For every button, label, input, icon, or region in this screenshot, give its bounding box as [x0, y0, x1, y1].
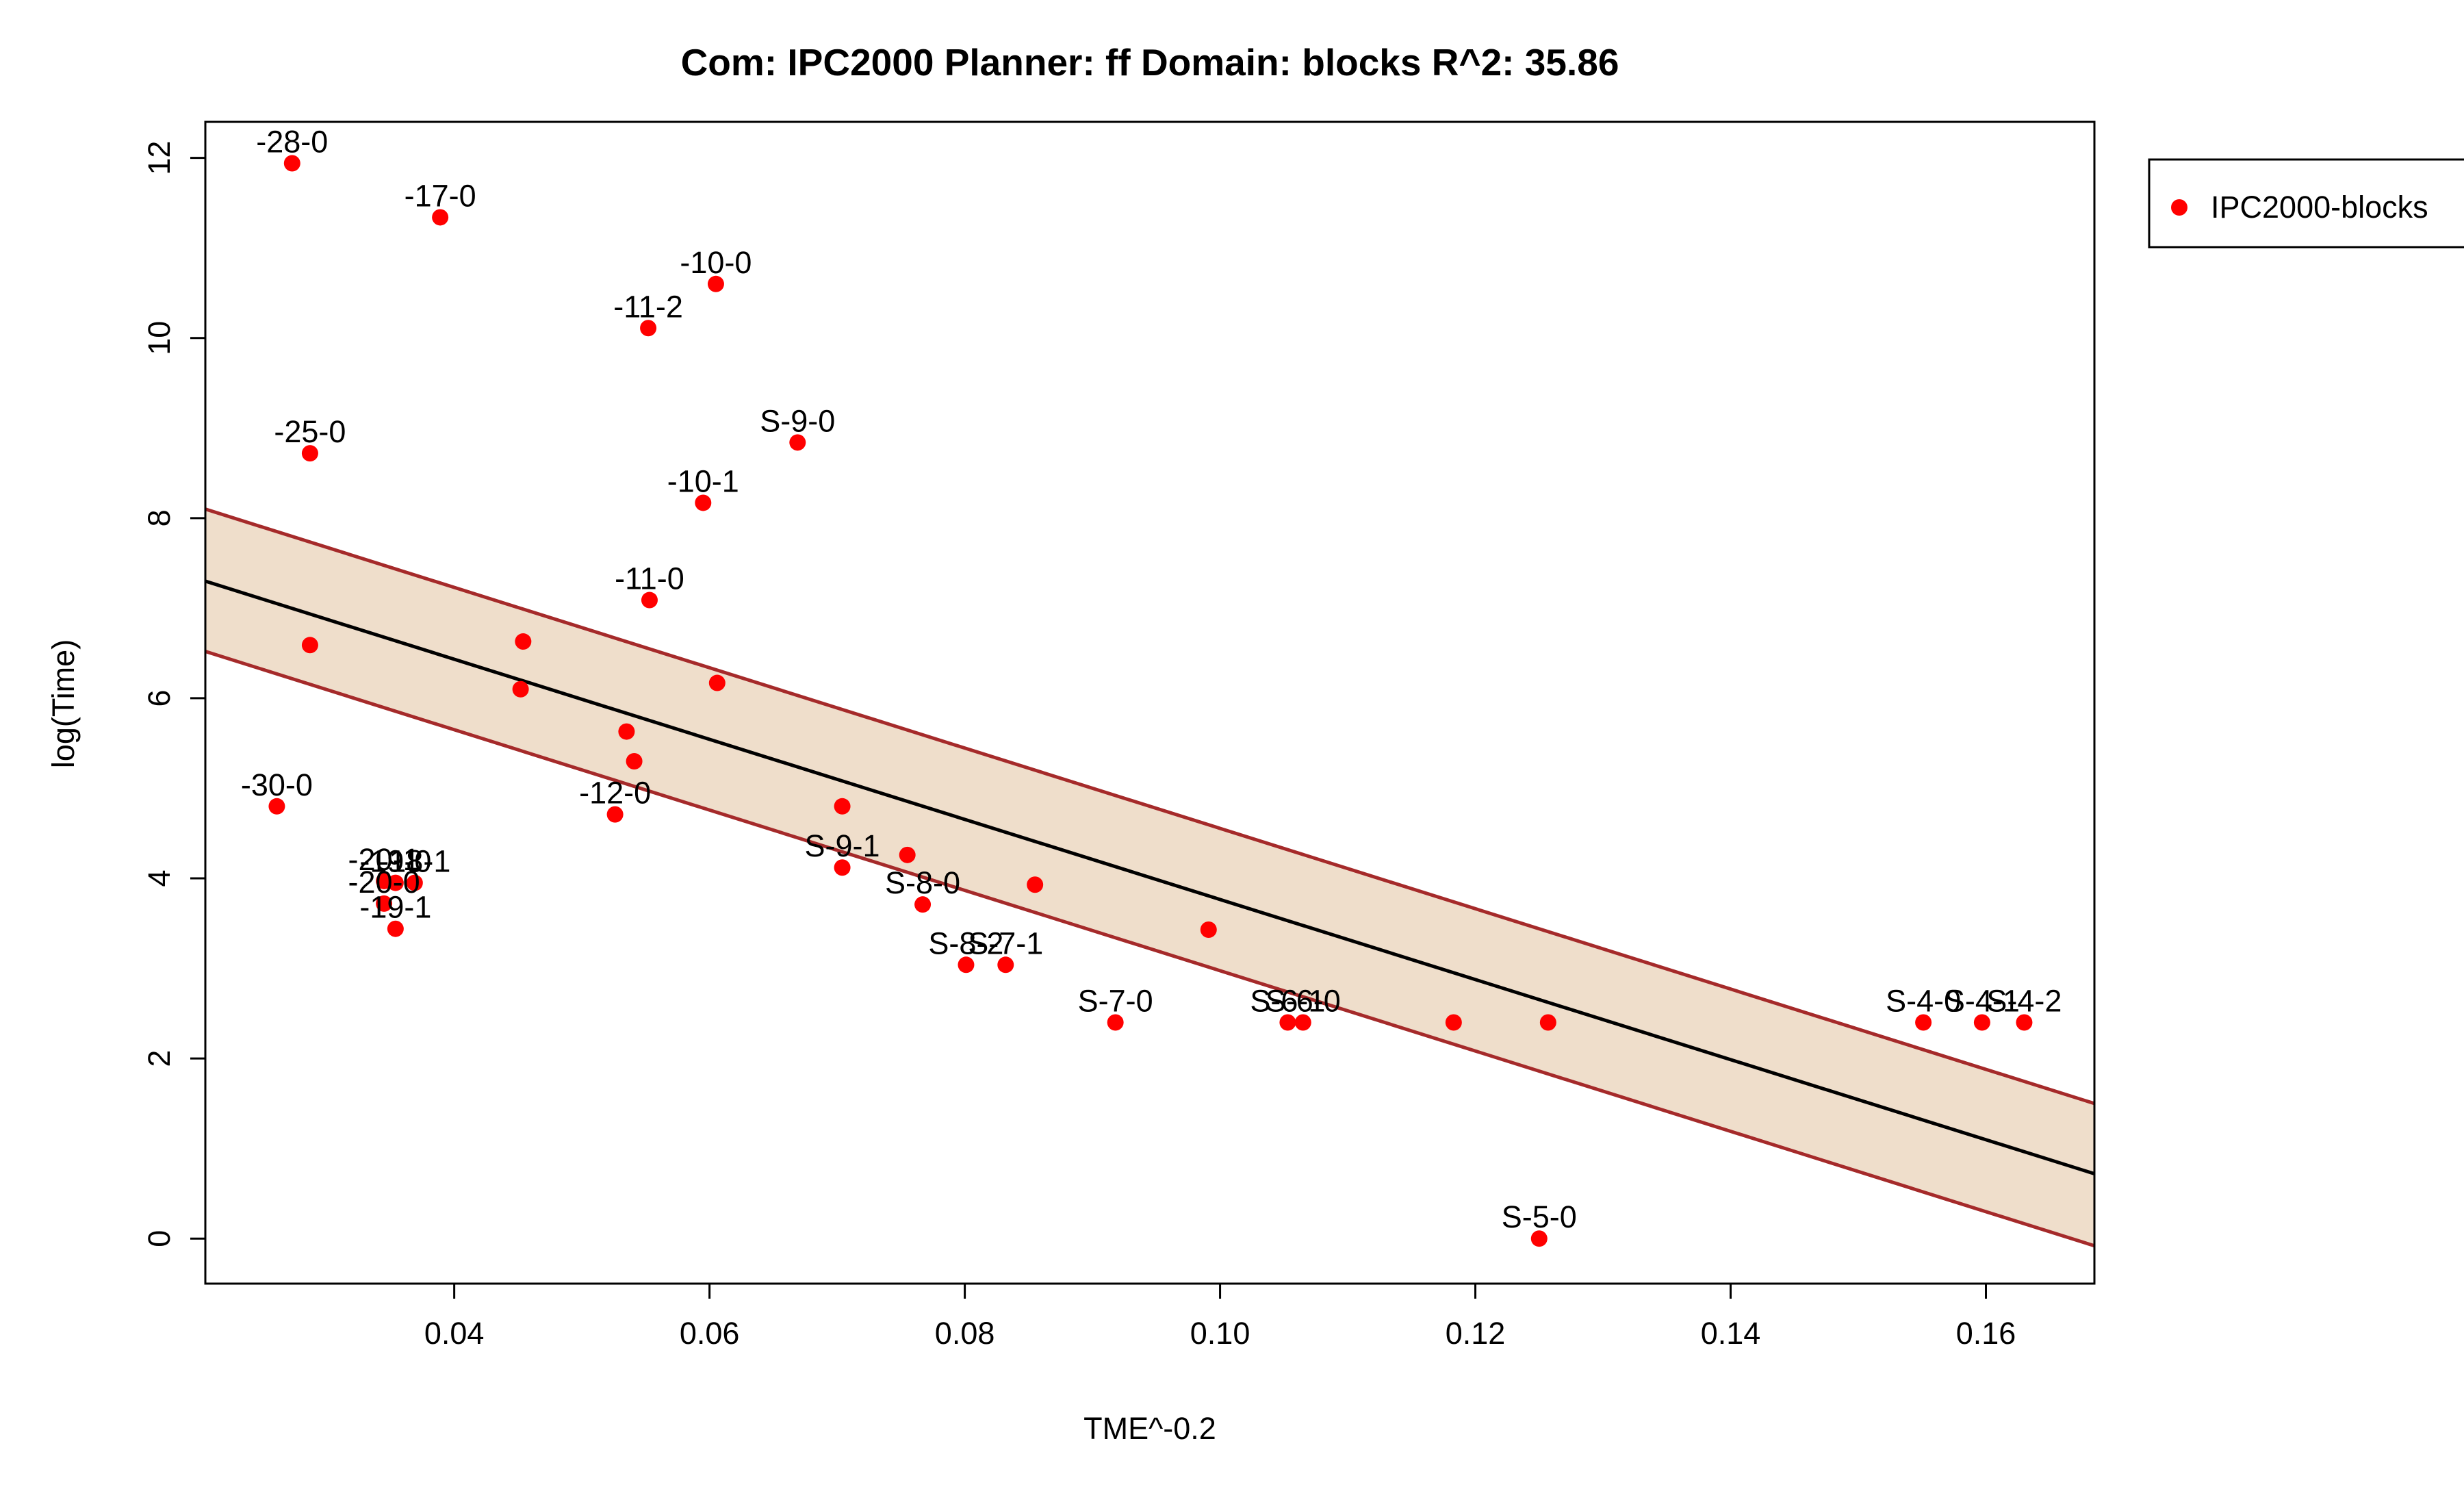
- data-point: [1200, 921, 1217, 939]
- point-label: S-9-0: [760, 403, 835, 438]
- legend: IPC2000-blocks: [2148, 158, 2464, 249]
- y-tick-label: 8: [142, 509, 177, 526]
- data-point: [1915, 1014, 1932, 1031]
- data-point: [301, 445, 318, 462]
- data-point: [1027, 876, 1044, 893]
- x-tick-label: 0.06: [680, 1316, 740, 1351]
- band-lower-line: [205, 650, 2095, 1248]
- x-tick-label: 0.08: [935, 1316, 995, 1351]
- data-point: [640, 320, 657, 337]
- data-point: [834, 859, 851, 876]
- point-label: S-4-1: [1945, 984, 2020, 1019]
- y-axis-label: log(Time): [46, 639, 81, 768]
- point-label: S-6-1: [1250, 984, 1325, 1019]
- y-tick-label: 12: [142, 141, 177, 175]
- data-point: [958, 956, 975, 973]
- point-label: S-6-0: [1266, 984, 1341, 1019]
- data-point: [899, 846, 916, 863]
- data-point: [301, 637, 318, 654]
- point-labels: -28-0 -17-0 -10-0 -11-2 -25-0 S-9-0 -10-1 -11-0…: [241, 125, 2062, 1235]
- data-point: [695, 494, 712, 511]
- fit-line: [205, 579, 2095, 1175]
- point-label: -19-0: [359, 844, 431, 879]
- data-point: [641, 591, 658, 609]
- point-label: S-7-1: [968, 926, 1043, 960]
- point-label: -17-0: [405, 178, 476, 213]
- x-tick-label: 0.04: [424, 1316, 485, 1351]
- axes: 0.04 0.06 0.08 0.10 0.12 0.14 0.16 0 2 4 6 8 10 12: [142, 120, 2096, 1351]
- data-point: [1445, 1014, 1462, 1031]
- point-label: -30-0: [241, 767, 313, 802]
- data-point: [1294, 1014, 1311, 1031]
- data-point: [707, 275, 724, 292]
- data-point: [1107, 1014, 1124, 1031]
- point-label: -11-0: [615, 561, 684, 596]
- legend-marker: [2171, 199, 2187, 216]
- data-point: [618, 723, 635, 740]
- y-tick-label: 4: [142, 870, 177, 887]
- point-label: S-8-2: [928, 926, 1003, 960]
- y-tick-label: 10: [142, 321, 177, 355]
- point-label: -12-0: [579, 776, 651, 811]
- data-point: [1530, 1230, 1548, 1247]
- data-point: [626, 753, 643, 770]
- point-label: -25-0: [274, 414, 346, 449]
- legend-box: [2148, 158, 2464, 249]
- data-point: [708, 674, 726, 691]
- data-point: [268, 798, 285, 815]
- data-point: [606, 806, 624, 823]
- data-point: [376, 895, 393, 912]
- point-label: -11-2: [613, 289, 683, 324]
- x-tick-label: 0.14: [1701, 1316, 1761, 1351]
- data-points: [268, 155, 2033, 1247]
- data-point: [515, 633, 532, 650]
- point-label: -20-1: [348, 842, 420, 877]
- point-label: S-4-0: [1886, 984, 1961, 1019]
- y-tick-label: 6: [142, 689, 177, 707]
- data-point: [914, 896, 932, 913]
- regression-line: [205, 579, 2095, 1175]
- data-point: [834, 798, 851, 815]
- legend-entry-label: IPC2000-blocks: [2211, 190, 2428, 225]
- point-label: -10-0: [680, 245, 752, 280]
- data-point: [406, 874, 423, 891]
- data-point: [997, 956, 1014, 973]
- data-point: [512, 680, 529, 698]
- data-point: [1973, 1014, 1990, 1031]
- y-tick-label: 2: [142, 1050, 177, 1067]
- x-axis-label: TME^-0.2: [1083, 1411, 1216, 1446]
- data-point: [1539, 1014, 1556, 1031]
- point-label: S-9-1: [805, 828, 880, 863]
- point-label: -10-1: [667, 463, 739, 498]
- x-tick-label: 0.16: [1956, 1316, 2016, 1351]
- data-point: [387, 920, 404, 937]
- data-point: [432, 209, 449, 226]
- y-tick-label: 0: [142, 1230, 177, 1247]
- x-tick-label: 0.12: [1446, 1316, 1506, 1351]
- point-label: -18-1: [378, 844, 450, 879]
- data-point: [2016, 1014, 2033, 1031]
- chart-title: Com: IPC2000 Planner: ff Domain: blocks …: [681, 41, 1619, 84]
- point-label: S-8-0: [885, 865, 960, 900]
- x-tick-label: 0.10: [1190, 1316, 1250, 1351]
- plot-frame: [204, 120, 2096, 1285]
- point-label: -20-0: [348, 865, 420, 900]
- point-label: S-4-2: [1986, 984, 2062, 1019]
- band-upper-line: [205, 507, 2095, 1106]
- point-label: S-7-0: [1078, 984, 1153, 1019]
- data-point: [1279, 1014, 1296, 1031]
- data-point: [387, 874, 404, 891]
- point-label: S-5-0: [1502, 1199, 1577, 1234]
- data-point: [283, 155, 300, 172]
- point-label: -28-0: [256, 125, 328, 160]
- data-point: [789, 434, 806, 451]
- point-label: -19-1: [359, 890, 431, 925]
